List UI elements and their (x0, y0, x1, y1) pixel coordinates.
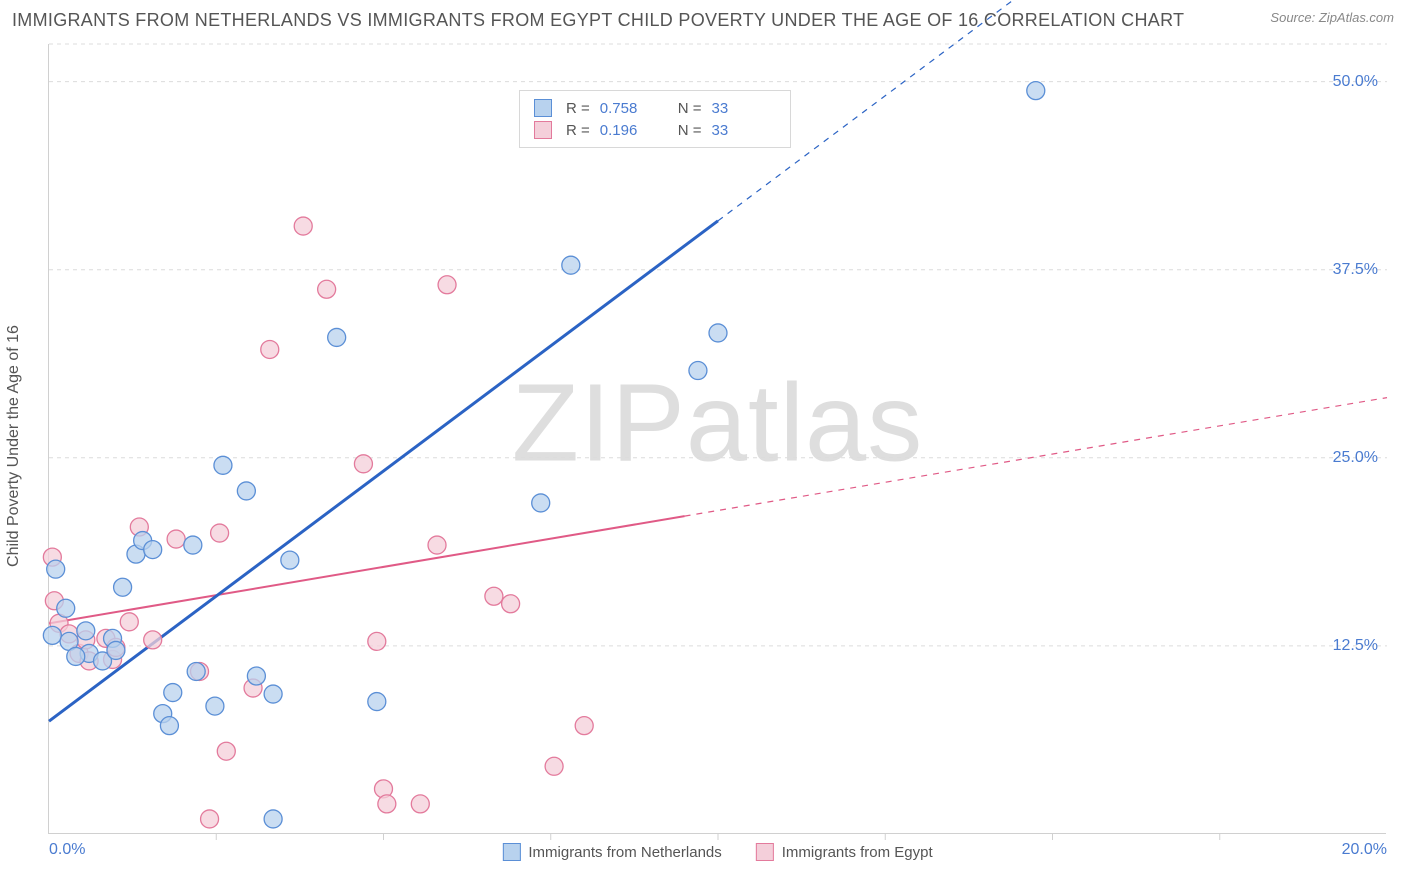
legend-row-series-b: R = 0.196 N = 33 (534, 119, 776, 141)
x-tick-label: 20.0% (1342, 841, 1387, 859)
data-point (545, 757, 563, 775)
data-point (378, 795, 396, 813)
data-point (214, 456, 232, 474)
chart-title: IMMIGRANTS FROM NETHERLANDS VS IMMIGRANT… (12, 10, 1184, 31)
legend-item-series-a: Immigrants from Netherlands (502, 843, 721, 861)
data-point (77, 622, 95, 640)
series-legend: Immigrants from Netherlands Immigrants f… (502, 843, 932, 861)
data-point (114, 578, 132, 596)
data-point (318, 280, 336, 298)
y-tick-label: 25.0% (1333, 449, 1378, 467)
data-point (264, 685, 282, 703)
data-point (217, 742, 235, 760)
data-point (438, 276, 456, 294)
data-point (237, 482, 255, 500)
data-point (187, 662, 205, 680)
data-point (201, 810, 219, 828)
legend-row-series-a: R = 0.758 N = 33 (534, 97, 776, 119)
scatter-plot-svg (49, 44, 1386, 833)
swatch-series-a-icon (502, 843, 520, 861)
swatch-series-b-icon (756, 843, 774, 861)
y-tick-label: 50.0% (1333, 73, 1378, 91)
legend-item-series-b: Immigrants from Egypt (756, 843, 933, 861)
data-point (167, 530, 185, 548)
data-point (689, 362, 707, 380)
series-a-name: Immigrants from Netherlands (528, 844, 721, 861)
n-label-a: N = (678, 100, 702, 117)
x-tick-label: 0.0% (49, 841, 85, 859)
data-point (211, 524, 229, 542)
data-point (120, 613, 138, 631)
y-tick-label: 12.5% (1333, 637, 1378, 655)
data-point (43, 626, 61, 644)
data-point (575, 717, 593, 735)
data-point (368, 693, 386, 711)
y-axis-title: Child Poverty Under the Age of 16 (5, 325, 23, 567)
n-value-b: 33 (712, 122, 762, 139)
data-point (47, 560, 65, 578)
r-value-a: 0.758 (600, 100, 650, 117)
regression-line-extrapolated (685, 398, 1387, 516)
data-point (294, 217, 312, 235)
data-point (502, 595, 520, 613)
correlation-legend: R = 0.758 N = 33 R = 0.196 N = 33 (519, 90, 791, 148)
data-point (184, 536, 202, 554)
data-point (532, 494, 550, 512)
data-point (144, 631, 162, 649)
data-point (67, 647, 85, 665)
swatch-series-b (534, 121, 552, 139)
data-point (354, 455, 372, 473)
data-point (164, 684, 182, 702)
data-point (1027, 82, 1045, 100)
series-b-name: Immigrants from Egypt (782, 844, 933, 861)
source-label: Source: (1270, 10, 1315, 25)
data-point (160, 717, 178, 735)
data-point (57, 599, 75, 617)
regression-line-extrapolated (718, 0, 1387, 221)
data-point (562, 256, 580, 274)
n-label-b: N = (678, 122, 702, 139)
r-label-a: R = (566, 100, 590, 117)
y-tick-label: 37.5% (1333, 261, 1378, 279)
data-point (107, 641, 125, 659)
data-point (261, 340, 279, 358)
source-attribution: Source: ZipAtlas.com (1270, 10, 1394, 25)
data-point (428, 536, 446, 554)
data-point (328, 328, 346, 346)
swatch-series-a (534, 99, 552, 117)
data-point (206, 697, 224, 715)
data-point (368, 632, 386, 650)
data-point (485, 587, 503, 605)
data-point (281, 551, 299, 569)
source-value: ZipAtlas.com (1319, 10, 1394, 25)
data-point (247, 667, 265, 685)
data-point (411, 795, 429, 813)
data-point (144, 541, 162, 559)
data-point (264, 810, 282, 828)
data-point (709, 324, 727, 342)
r-value-b: 0.196 (600, 122, 650, 139)
r-label-b: R = (566, 122, 590, 139)
n-value-a: 33 (712, 100, 762, 117)
chart-plot-area: ZIPatlas 12.5%25.0%37.5%50.0% 0.0%20.0% … (48, 44, 1386, 834)
